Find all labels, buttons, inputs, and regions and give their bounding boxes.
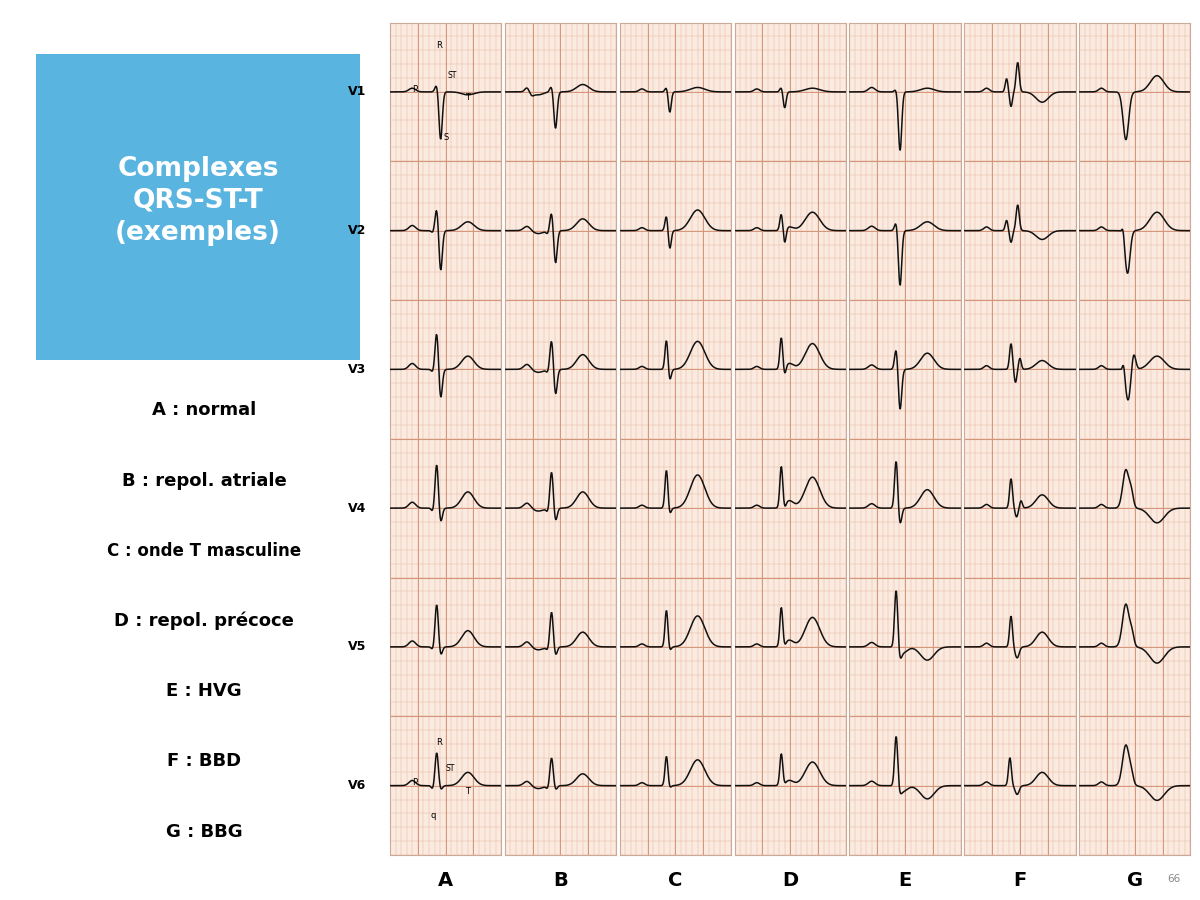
Text: T: T: [466, 787, 470, 796]
Text: P: P: [412, 778, 418, 788]
Text: S: S: [443, 133, 449, 142]
Text: D : repol. précoce: D : repol. précoce: [114, 612, 294, 630]
Text: ST: ST: [445, 764, 455, 773]
Text: R: R: [436, 41, 442, 50]
Text: ST: ST: [448, 71, 457, 80]
Text: V1: V1: [348, 86, 366, 98]
Text: G : BBG: G : BBG: [166, 823, 242, 841]
Text: F: F: [1013, 870, 1026, 890]
Text: V6: V6: [348, 779, 366, 792]
Text: E: E: [899, 870, 912, 890]
Text: P: P: [412, 85, 418, 94]
Text: C: C: [668, 870, 683, 890]
FancyBboxPatch shape: [30, 48, 366, 366]
Text: B : repol. atriale: B : repol. atriale: [121, 472, 287, 490]
Text: G: G: [1127, 870, 1142, 890]
Text: V3: V3: [348, 363, 366, 376]
Text: B: B: [553, 870, 568, 890]
Text: E : HVG: E : HVG: [166, 682, 242, 700]
Text: D: D: [782, 870, 798, 890]
Text: Complexes
QRS-ST-T
(exemples): Complexes QRS-ST-T (exemples): [115, 156, 281, 246]
Text: T: T: [466, 93, 470, 102]
Text: q: q: [431, 811, 436, 820]
Text: R: R: [436, 738, 442, 747]
Text: V4: V4: [348, 501, 366, 515]
Text: C : onde T masculine: C : onde T masculine: [107, 542, 301, 560]
Text: V2: V2: [348, 224, 366, 237]
Text: V5: V5: [348, 641, 366, 653]
Text: A: A: [438, 870, 454, 890]
Text: F : BBD: F : BBD: [167, 752, 241, 770]
Text: 66: 66: [1168, 874, 1181, 884]
Text: A : normal: A : normal: [152, 401, 256, 419]
